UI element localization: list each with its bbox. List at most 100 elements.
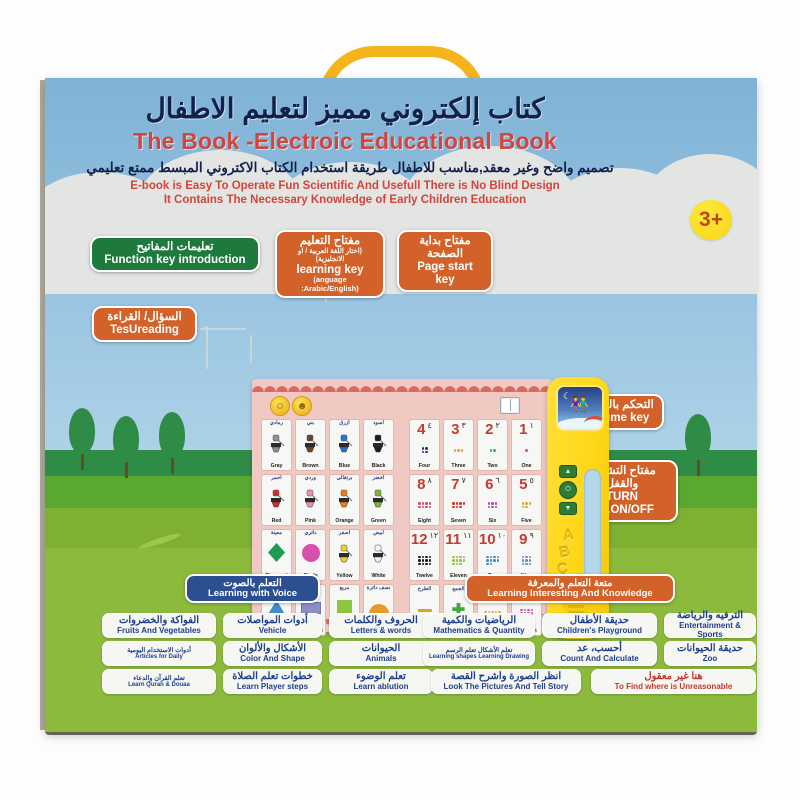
feature-chip-color-and-shape[interactable]: الأشكال والألوان Color And Shape: [223, 641, 322, 666]
cell-numeral-arabic: ٨: [427, 476, 432, 485]
cell-graphic: [330, 426, 359, 464]
tablet-cell-gray[interactable]: رمادي Gray: [261, 419, 292, 471]
tablet-cell-eleven[interactable]: 11 ١١ Eleven: [443, 529, 474, 581]
count-dot: [528, 502, 532, 505]
question-button[interactable]: ☻: [292, 396, 312, 416]
feature-chip-animals[interactable]: الحيوانات Animals: [329, 641, 433, 666]
tablet-cell-orange[interactable]: برتقالي Orange: [329, 474, 360, 526]
callout-arabic: تعليمات المفاتيح: [136, 241, 214, 253]
tablet-cell-six[interactable]: 6 ٦ Six: [477, 474, 508, 526]
callout-function-key[interactable]: تعليمات المفاتيح Function key introducti…: [90, 236, 260, 272]
volume-up-button[interactable]: ▲: [559, 465, 577, 478]
colors-shapes-grid[interactable]: رمادي Gray بني Brown أزرق Blue أسود Black أحمر Re…: [261, 419, 394, 636]
feature-chip-count-and-calculate[interactable]: أحسب، عد Count And Calculate: [542, 641, 657, 666]
cell-label-arabic: أصفر: [338, 530, 351, 536]
feature-chip-fruits-and-vegetables[interactable]: الفواكة والخضروات Fruits And Vegetables: [102, 613, 216, 638]
tablet-cell-three[interactable]: 3 ٣ Three: [443, 419, 474, 471]
feature-chip-learn-ablution[interactable]: تعلم الوضوء Learn ablution: [329, 669, 433, 694]
cell-graphic: [262, 426, 291, 464]
count-dot: [428, 562, 431, 566]
paint-brush-icon: [369, 434, 389, 457]
tablet-cell-black[interactable]: أسود Black: [363, 419, 394, 471]
tablet-cell-seven[interactable]: 7 ٧ Seven: [443, 474, 474, 526]
count-dot: [459, 555, 462, 559]
cell-label-english: Six: [488, 517, 497, 524]
count-dot: [459, 559, 462, 562]
feature-chip-to-find-where-is-unreasonable[interactable]: هنا غير معقول To Find where is Unreasonab…: [591, 669, 756, 694]
tablet-cell-two[interactable]: 2 ٢ Two: [477, 419, 508, 471]
cell-label-english: Seven: [450, 517, 467, 524]
count-dot: [494, 505, 498, 509]
cell-label-english: Two: [487, 462, 498, 469]
tablet-cell-yellow[interactable]: أصفر Yellow: [329, 529, 360, 581]
tablet-cell-green[interactable]: أخضر Green: [363, 474, 394, 526]
count-dot: [528, 562, 532, 566]
feature-chip-learn-player-steps[interactable]: خطوات تعلم الصلاة Learn Player steps: [223, 669, 322, 694]
tablet-cell-brown[interactable]: بني Brown: [295, 419, 326, 471]
tablet-cell-five[interactable]: 5 ٥ Five: [511, 474, 542, 526]
page-start-icon[interactable]: [500, 397, 520, 414]
volume-down-button[interactable]: ▼: [559, 502, 577, 515]
callout-test-reading[interactable]: السؤال/ القراءة TesUreading: [92, 306, 197, 342]
chip-label-english: Letters & words: [350, 625, 412, 635]
cell-label-english: Orange: [335, 517, 354, 524]
feature-chip-entertainment-sports[interactable]: الترفيه والرياضة Entertainment & Sports: [664, 610, 756, 639]
cell-numeral-arabic: ٧: [461, 476, 466, 485]
triangle-shape-icon: [267, 599, 286, 621]
feature-chip-look-the-pictures-and-tell-story[interactable]: انظر الصورة واشرح القصة Look The Pictures…: [431, 669, 581, 694]
package-front-panel: كتاب إلكتروني مميز لتعليم الاطفال The Bo…: [45, 78, 757, 732]
tablet-cell-ten[interactable]: 10١٠Ten: [477, 529, 508, 581]
pen-picture-screen: ☾ 👫: [556, 385, 604, 431]
cell-numeral: 8: [417, 476, 426, 493]
count-dot: [521, 505, 525, 509]
cell-graphic: [296, 481, 325, 519]
tablet-cell-red[interactable]: أحمر Red: [261, 474, 292, 526]
tablet-cell-pink[interactable]: وردي Pink: [295, 474, 326, 526]
tablet-cell-four[interactable]: 4 ٤ Four: [409, 419, 440, 471]
numbers-grid[interactable]: 4 ٤ Four 3 ٣ Three 2 ٢ Two 1 ١ One 8 ٨ Eight 7 ٧ Seven 6 ٦ S…: [409, 419, 542, 636]
tablet-cell-twelve[interactable]: 12 ١٢ Twelve: [409, 529, 440, 581]
chip-label-arabic: خطوات تعلم الصلاة: [232, 670, 313, 682]
feature-chip-learn-quran-douaa[interactable]: تعلم القرآن والدعاء Learn Quran & Douaa: [102, 669, 216, 694]
count-dot: [418, 505, 421, 509]
count-dot: [421, 559, 424, 562]
counting-dots: [521, 555, 532, 566]
chip-label-arabic: الترفيه والرياضة: [676, 610, 744, 622]
cell-graphic: [330, 481, 359, 519]
feature-chip-vehicle[interactable]: أدوات المواصلات Vehicle: [223, 613, 322, 638]
cell-graphic: [410, 592, 439, 629]
tablet-cell-one[interactable]: 1 ١ One: [511, 419, 542, 471]
tablet-cell-blue[interactable]: أزرق Blue: [329, 419, 360, 471]
feature-chip-learning-shapes-learning-drawing[interactable]: تعلم الأشكال تعلم الرسم Learning shapes L…: [423, 641, 535, 666]
tablet-cell-eight[interactable]: 8 ٨ Eight: [409, 474, 440, 526]
feature-chip-mathematics-quantity[interactable]: الرياضيات والكمية Mathematics & Quantity: [423, 613, 535, 638]
tablet-cell-white[interactable]: أبيض White: [363, 529, 394, 581]
callout-learning-key[interactable]: مفتاح التعليم (اختار اللغة العربية / او …: [275, 230, 385, 299]
feature-chip-articles-for-daily[interactable]: أدوات الاستخدام اليومية Articles for Dail…: [102, 641, 216, 666]
cell-numeral-arabic: ١: [529, 421, 534, 430]
test-reading-button[interactable]: ☺: [270, 396, 290, 416]
count-dot: [452, 505, 455, 509]
count-dot: [460, 449, 464, 452]
count-dot: [530, 608, 533, 612]
cell-label-arabic: رمادي: [269, 420, 284, 426]
counting-dots: [418, 502, 431, 509]
paint-brush-icon: [335, 489, 355, 512]
feature-chip-letters-words[interactable]: الحروف والكلمات Letters & words: [329, 613, 433, 638]
count-dot: [487, 502, 491, 505]
callout-arabic-sub: (اختار اللغة العربية / او الانجليزية): [298, 247, 362, 263]
callout-page-start-key[interactable]: مفتاح بداية الصفحة Page start key: [397, 230, 493, 292]
count-dot: [486, 559, 489, 562]
age-badge: 3+: [690, 200, 732, 240]
power-button[interactable]: ⏻: [559, 481, 577, 499]
feature-chip-zoo[interactable]: حديقة الحيوانات Zoo: [664, 641, 756, 666]
count-dot: [428, 502, 431, 505]
count-dot: [452, 555, 455, 559]
counting-dots: [525, 449, 528, 452]
feature-chip-children-s-playground[interactable]: حديقة الأطفال Children's Playground: [542, 613, 657, 638]
cell-numeral: 3: [451, 421, 460, 438]
snow-hill: [558, 418, 602, 429]
count-dot: [455, 505, 458, 509]
count-dot: [489, 449, 492, 452]
